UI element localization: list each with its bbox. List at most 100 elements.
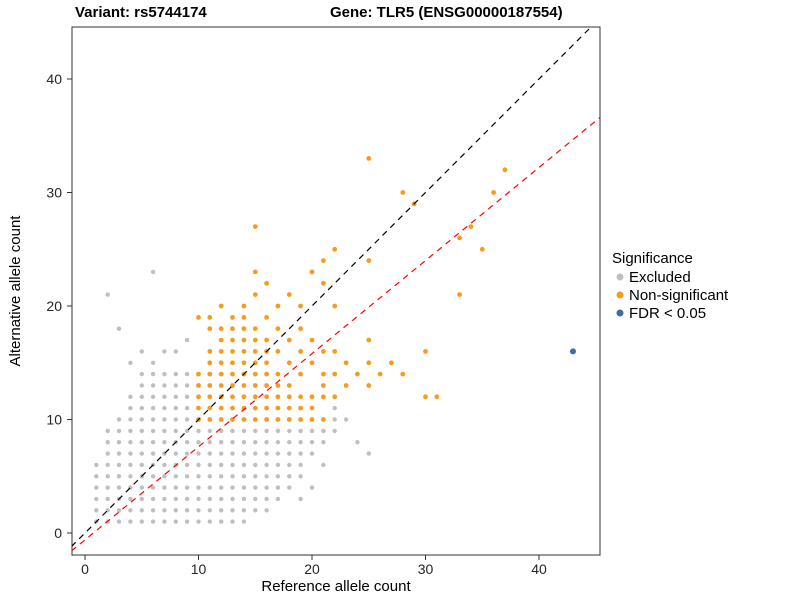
data-point-excluded — [321, 428, 326, 434]
data-point-excluded — [173, 383, 178, 388]
data-point-excluded — [173, 485, 178, 490]
data-point-non-significant — [218, 360, 224, 366]
data-point-non-significant — [241, 383, 247, 388]
data-point-non-significant — [286, 360, 292, 366]
data-point-non-significant — [275, 326, 281, 332]
data-point-excluded — [184, 519, 190, 524]
data-point-excluded — [287, 451, 292, 456]
data-point-non-significant — [286, 417, 292, 422]
data-point-non-significant — [321, 383, 326, 388]
data-point-excluded — [298, 462, 303, 468]
data-point-excluded — [150, 508, 156, 513]
data-point-excluded — [128, 462, 133, 468]
data-point-excluded — [162, 485, 167, 490]
data-point-excluded — [150, 519, 156, 524]
data-point-non-significant — [218, 417, 224, 422]
data-point-non-significant — [321, 394, 326, 400]
data-point-non-significant — [298, 417, 303, 422]
data-point-excluded — [139, 496, 144, 502]
data-point-excluded — [184, 371, 190, 377]
data-point-excluded — [196, 496, 201, 502]
data-point-excluded — [162, 394, 167, 399]
legend-label-2: Non-significant — [629, 287, 729, 304]
data-point-excluded — [298, 474, 303, 479]
data-point-non-significant — [479, 246, 485, 252]
data-point-non-significant — [264, 360, 269, 366]
data-point-non-significant — [366, 383, 372, 388]
data-point-non-significant — [366, 156, 372, 161]
data-point-excluded — [219, 496, 224, 502]
data-point-excluded — [219, 519, 224, 524]
data-point-non-significant — [241, 349, 247, 354]
data-point-non-significant — [298, 371, 303, 377]
data-point-excluded — [105, 485, 110, 490]
data-point-excluded — [287, 462, 292, 468]
data-point-excluded — [105, 496, 110, 502]
data-point-excluded — [150, 485, 156, 490]
data-point-excluded — [150, 360, 156, 365]
data-point-excluded — [116, 326, 122, 331]
data-point-excluded — [184, 337, 190, 343]
data-point-excluded — [275, 451, 281, 456]
data-point-non-significant — [241, 315, 247, 320]
data-point-excluded — [253, 496, 258, 502]
data-point-non-significant — [309, 405, 315, 411]
data-point-excluded — [173, 519, 178, 524]
data-point-excluded — [139, 462, 144, 468]
data-point-non-significant — [241, 417, 247, 422]
data-point-non-significant — [252, 394, 258, 400]
data-point-excluded — [298, 428, 303, 434]
data-point-excluded — [184, 462, 190, 468]
data-point-excluded — [173, 428, 178, 434]
data-point-excluded — [219, 440, 224, 445]
data-point-excluded — [128, 451, 133, 456]
data-point-non-significant — [321, 349, 326, 354]
data-point-non-significant — [264, 405, 269, 411]
data-point-non-significant — [491, 190, 496, 195]
y-tick-label: 40 — [46, 71, 62, 87]
data-point-excluded — [150, 428, 156, 434]
data-point-excluded — [173, 394, 178, 399]
data-point-excluded — [253, 474, 258, 479]
data-point-excluded — [105, 292, 110, 297]
data-point-excluded — [150, 440, 156, 445]
data-point-excluded — [196, 519, 201, 524]
data-point-excluded — [287, 428, 292, 434]
data-point-non-significant — [275, 394, 281, 400]
x-tick-label: 0 — [81, 561, 89, 577]
data-point-excluded — [116, 474, 122, 479]
data-point-excluded — [241, 451, 247, 456]
data-point-non-significant — [366, 360, 372, 366]
data-point-excluded — [150, 496, 156, 502]
data-point-excluded — [162, 462, 167, 468]
data-point-excluded — [241, 462, 247, 468]
data-point-non-significant — [230, 371, 235, 377]
data-point-non-significant — [321, 258, 326, 263]
data-point-non-significant — [298, 394, 303, 400]
data-point-excluded — [275, 428, 281, 434]
x-axis-title: Reference allele count — [261, 578, 411, 595]
data-point-non-significant — [298, 303, 303, 309]
data-point-excluded — [162, 405, 167, 411]
data-point-non-significant — [343, 360, 349, 366]
data-point-excluded — [264, 451, 269, 456]
data-point-non-significant — [196, 394, 201, 400]
data-point-excluded — [253, 508, 258, 513]
data-point-excluded — [128, 360, 133, 365]
data-point-excluded — [139, 451, 144, 456]
data-point-non-significant — [332, 303, 338, 309]
data-point-non-significant — [230, 315, 235, 320]
data-point-non-significant — [332, 371, 338, 377]
data-point-non-significant — [423, 394, 428, 400]
data-point-excluded — [332, 417, 337, 422]
data-point-non-significant — [434, 394, 440, 400]
data-point-non-significant — [286, 337, 292, 343]
data-point-excluded — [139, 485, 144, 490]
data-point-non-significant — [332, 349, 338, 354]
data-point-excluded — [196, 440, 201, 445]
data-point-excluded — [105, 440, 110, 445]
data-point-excluded — [128, 496, 133, 502]
data-point-excluded — [241, 508, 247, 513]
data-point-excluded — [298, 440, 303, 445]
data-point-excluded — [264, 440, 269, 445]
